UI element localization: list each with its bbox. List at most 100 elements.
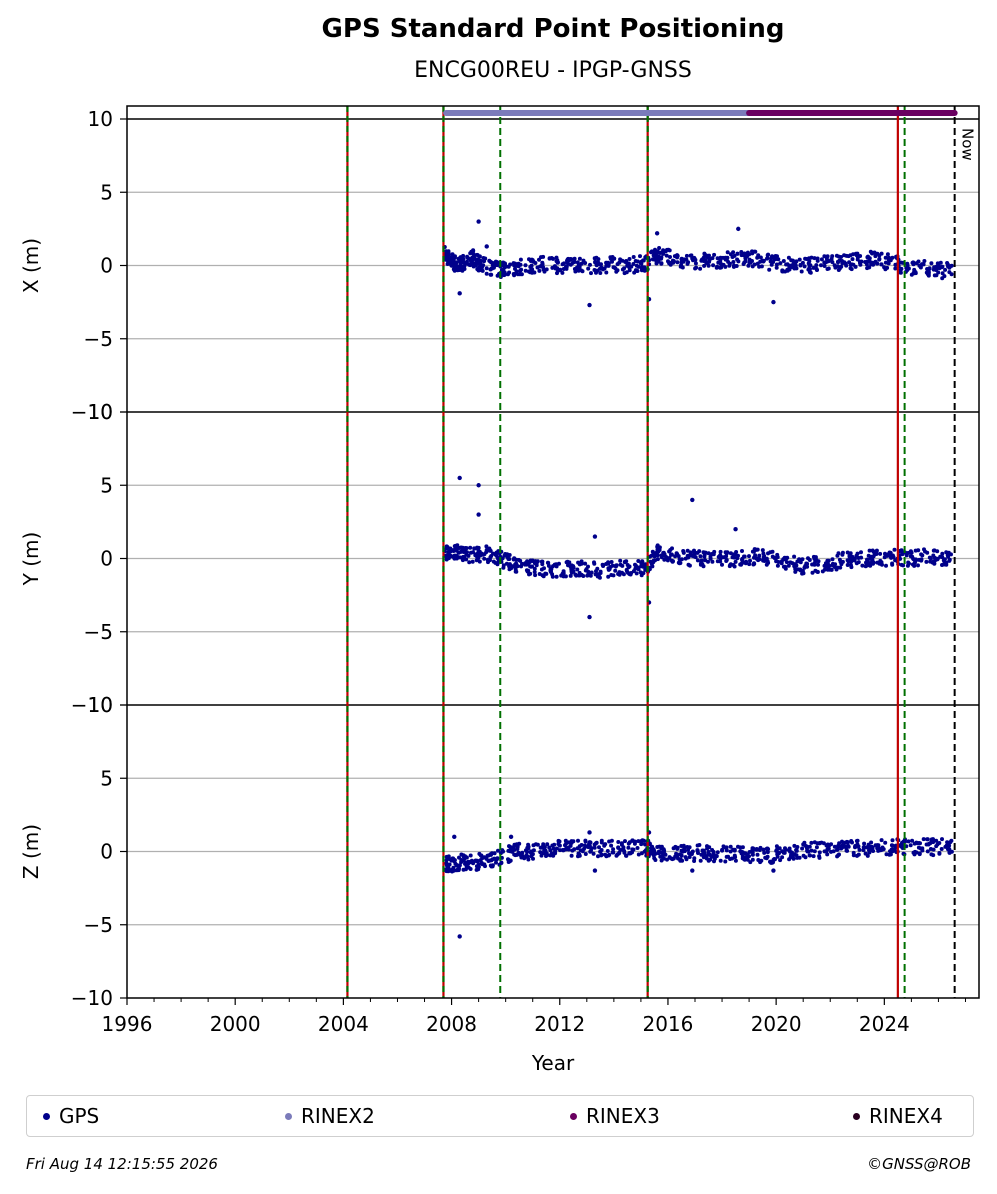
- gps-point: [572, 260, 577, 264]
- gps-point: [810, 570, 815, 575]
- gps-outlier: [457, 475, 462, 481]
- gps-point: [750, 264, 755, 269]
- gps-point: [467, 262, 471, 267]
- gps-point: [750, 857, 755, 862]
- gps-point: [582, 846, 586, 851]
- gps-point: [807, 844, 812, 849]
- gps-point: [679, 557, 684, 562]
- gps-point: [687, 855, 692, 859]
- gps-point: [636, 852, 641, 857]
- gps-point: [721, 844, 726, 849]
- gps-point: [583, 561, 588, 566]
- gps-point: [812, 256, 817, 261]
- gps-point: [623, 259, 628, 264]
- gps-point: [949, 849, 954, 854]
- gps-point: [553, 265, 558, 270]
- gps-point: [755, 852, 760, 857]
- gps-point: [639, 573, 644, 578]
- gps-point: [640, 265, 645, 270]
- gps-point: [877, 256, 882, 261]
- gps-point: [650, 257, 655, 262]
- y-tick-label: −5: [84, 620, 113, 644]
- gps-point: [461, 867, 466, 872]
- gps-point: [802, 840, 807, 845]
- gps-point: [946, 554, 951, 559]
- gps-point: [633, 259, 638, 263]
- gps-point: [861, 848, 866, 853]
- gps-point: [826, 259, 831, 264]
- gps-point: [488, 272, 493, 277]
- gps-point: [752, 555, 756, 560]
- gps-point: [610, 563, 615, 568]
- now-label: Now: [959, 128, 977, 161]
- gps-point: [530, 852, 535, 857]
- gps-point: [909, 550, 914, 555]
- gps-point: [925, 270, 930, 275]
- gps-point: [667, 248, 672, 253]
- gps-point: [747, 850, 752, 854]
- gps-point: [605, 849, 610, 853]
- gps-point: [906, 560, 911, 565]
- gps-point: [814, 267, 819, 272]
- gps-point: [557, 839, 562, 844]
- gps-point: [724, 554, 729, 559]
- gps-point: [759, 264, 764, 269]
- gps-point: [544, 851, 549, 856]
- y-tick-label: 10: [88, 400, 113, 424]
- gps-point: [583, 839, 588, 844]
- gps-outlier: [690, 868, 695, 873]
- gps-point: [544, 571, 549, 576]
- gps-point: [673, 854, 678, 859]
- gps-point: [613, 563, 618, 568]
- gps-point: [464, 546, 469, 551]
- gps-point: [714, 265, 719, 270]
- gps-point: [593, 260, 598, 265]
- gps-point: [466, 865, 471, 870]
- gps-point: [681, 549, 686, 553]
- gps-point: [826, 266, 831, 271]
- gps-point: [949, 272, 954, 277]
- gps-point: [609, 573, 614, 577]
- gps-point: [783, 564, 788, 569]
- gps-point: [730, 255, 735, 259]
- gps-point: [659, 858, 664, 863]
- gps-point: [807, 259, 812, 264]
- gps-point: [599, 852, 604, 857]
- y-tick-label: 10: [88, 693, 113, 717]
- gps-point: [561, 267, 566, 271]
- gps-point: [934, 844, 939, 849]
- gps-point: [446, 869, 451, 874]
- gps-point: [501, 260, 506, 265]
- gps-point: [532, 561, 537, 566]
- gps-point: [638, 254, 642, 259]
- gps-point: [777, 846, 782, 851]
- gps-point: [518, 257, 523, 262]
- gps-point: [488, 852, 493, 857]
- gps-point: [457, 866, 461, 871]
- gps-point: [792, 843, 797, 848]
- gps-point: [621, 572, 626, 577]
- gps-point: [724, 848, 729, 853]
- gps-point: [655, 557, 660, 562]
- gps-point: [523, 263, 528, 268]
- gps-point: [706, 551, 711, 556]
- gps-point: [466, 860, 470, 865]
- gps-point: [577, 267, 582, 272]
- gps-point: [599, 840, 604, 845]
- gps-point: [702, 851, 707, 856]
- gps-point: [482, 556, 487, 561]
- gps-point: [900, 552, 905, 557]
- gps-point: [770, 254, 775, 259]
- gps-point: [652, 850, 657, 855]
- gps-point: [750, 846, 755, 851]
- gps-point: [740, 549, 744, 553]
- gps-point: [811, 554, 816, 559]
- gps-point: [711, 263, 716, 268]
- gps-point: [739, 250, 744, 254]
- gps-point: [837, 557, 842, 562]
- gps-point: [923, 549, 927, 554]
- gps-point: [517, 272, 522, 277]
- gps-point: [539, 559, 544, 564]
- gps-point: [836, 844, 841, 849]
- gps-point: [769, 860, 774, 865]
